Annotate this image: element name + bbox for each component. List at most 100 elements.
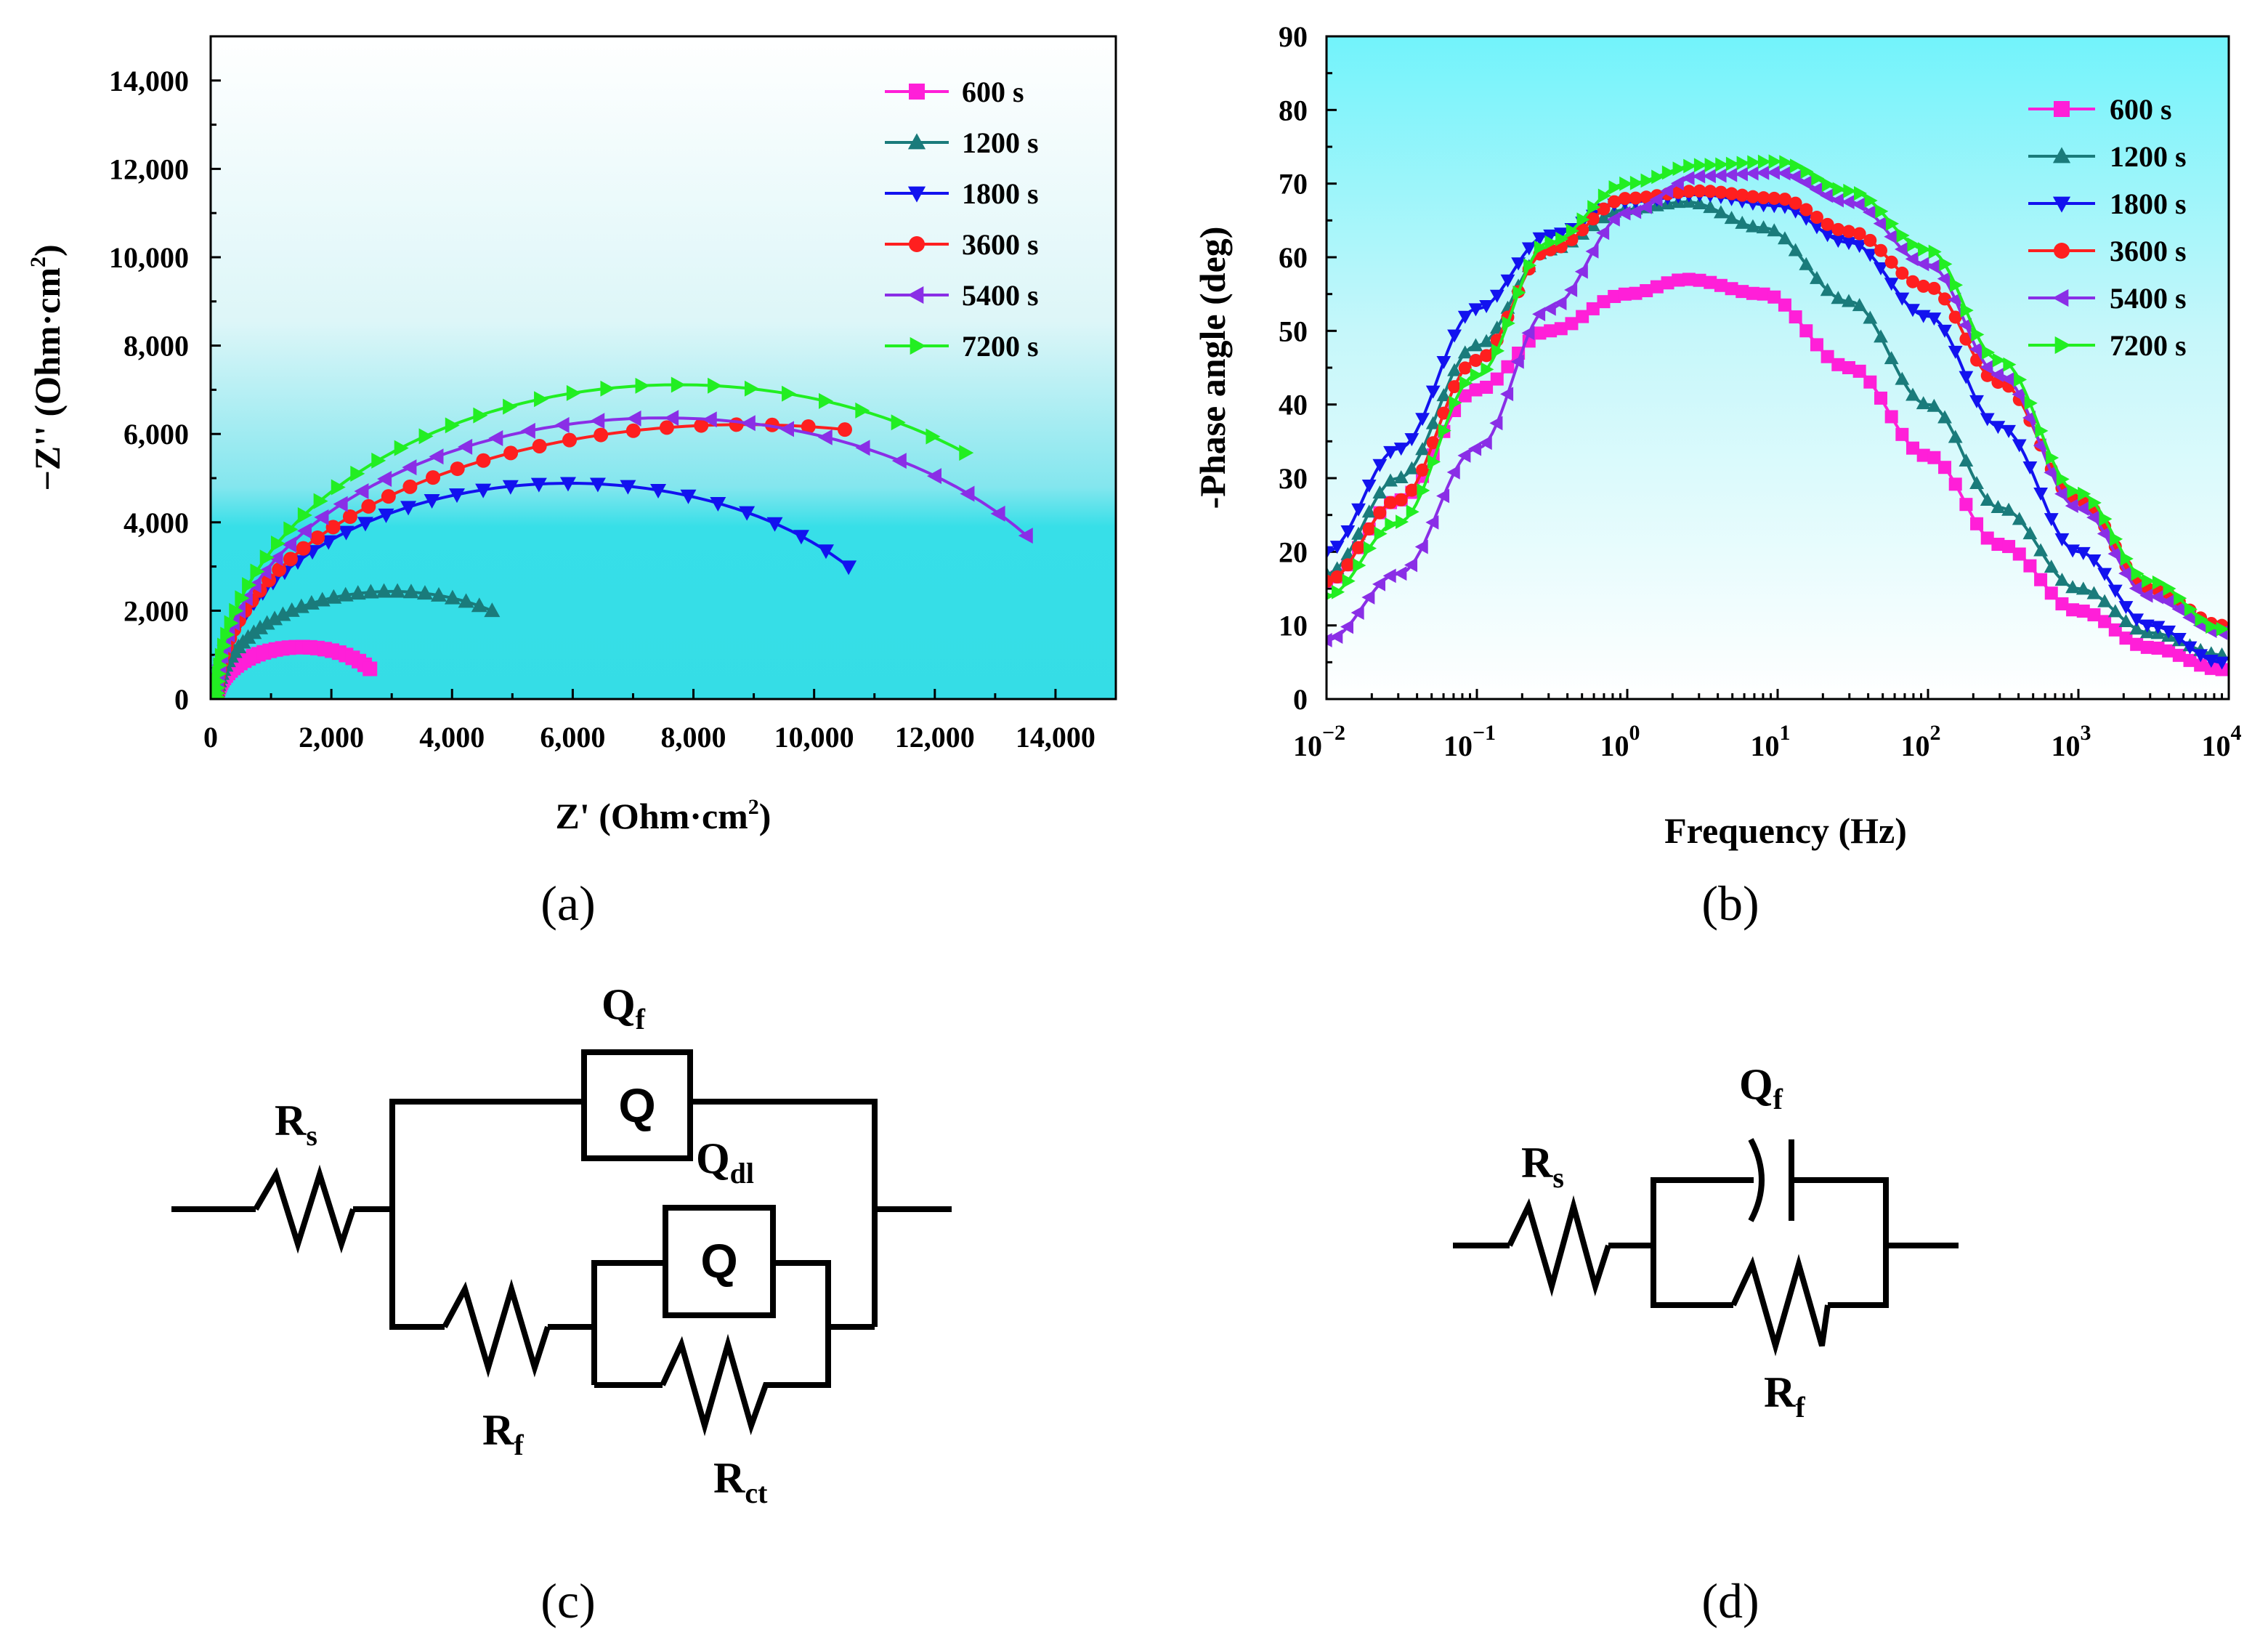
b-point <box>1619 176 1633 191</box>
b-point <box>1907 237 1921 252</box>
b-point <box>1393 470 1409 484</box>
b-point <box>1788 243 1803 257</box>
b-point <box>1425 416 1441 429</box>
b-legend-label: 7200 s <box>2110 329 2187 362</box>
b-point <box>2012 439 2027 453</box>
plot-a-frame <box>209 35 1117 701</box>
circuit-c-outer-top <box>389 1099 878 1327</box>
b-xtick-label: 10−1 <box>1443 721 1496 762</box>
a-ytick-label: 10,000 <box>109 241 189 274</box>
a-point <box>702 411 717 428</box>
b-point <box>2151 641 2165 655</box>
a-point <box>270 536 285 552</box>
a-point <box>488 429 503 446</box>
b-ytick-label: 70 <box>1279 168 1308 201</box>
a-point <box>1018 528 1033 544</box>
b-point <box>1788 205 1803 219</box>
a-point <box>444 589 461 605</box>
b-point <box>1831 358 1845 371</box>
b-point <box>1980 531 1994 545</box>
b-point <box>1874 329 1888 343</box>
b-point <box>1895 266 1909 280</box>
a-point <box>793 530 809 545</box>
a-point <box>262 573 277 588</box>
b-point <box>1809 182 1823 197</box>
b-point <box>2098 615 2112 629</box>
circuit-d-label-rf: Rf <box>1764 1368 1805 1424</box>
b-point <box>1810 221 1824 235</box>
b-point <box>1385 517 1398 532</box>
b-point <box>2129 613 2145 627</box>
chart-b-ylabel: -Phase angle (deg) <box>1192 227 1233 509</box>
b-point <box>1799 324 1813 338</box>
a-xtick-label: 6,000 <box>540 721 605 754</box>
b-point <box>1327 546 1334 560</box>
circuit-c-label-qf: Qf <box>602 980 646 1036</box>
b-point <box>1564 283 1578 297</box>
a-xtick-label: 4,000 <box>419 721 485 754</box>
b-point <box>2119 631 2133 645</box>
b-point <box>2001 371 2014 387</box>
b-point <box>1832 182 1846 197</box>
b-point <box>1745 166 1759 181</box>
a-point <box>296 541 311 556</box>
b-point <box>1938 292 1952 306</box>
a-point <box>296 522 312 539</box>
b-point <box>2078 486 2091 501</box>
a-point <box>363 584 379 599</box>
b-point <box>1928 244 1942 259</box>
b-point <box>1959 318 1972 333</box>
b-point <box>1724 167 1738 182</box>
a-point <box>394 440 409 456</box>
b-point <box>2012 512 2027 525</box>
circuit-c-cpe-qf <box>581 1049 693 1161</box>
b-point <box>2139 619 2155 633</box>
b-ytick-label: 40 <box>1279 389 1308 421</box>
b-point <box>1736 188 1749 202</box>
a-point <box>350 465 365 482</box>
a-point <box>625 423 641 438</box>
chart-a-legend: 600 s 1200 s 1800 s 3600 s 5400 s 7200 s <box>885 76 1039 363</box>
a-point <box>235 590 250 607</box>
b-legend-label: 1800 s <box>2110 187 2187 220</box>
b-point <box>1533 326 1547 340</box>
b-point <box>1478 435 1492 451</box>
circuit-c-resistor-rf <box>442 1278 551 1378</box>
b-ytick-label: 20 <box>1279 536 1308 568</box>
b-point <box>1458 361 1472 375</box>
a-point <box>381 489 396 504</box>
b-point <box>1884 229 1898 244</box>
b-point <box>1351 503 1366 517</box>
b-point <box>1811 171 1825 186</box>
b-point <box>1874 391 1887 405</box>
b-point <box>1704 158 1718 172</box>
b-point <box>1969 476 1984 490</box>
b-point <box>1937 271 1951 286</box>
b-point <box>1842 360 1855 374</box>
b-point <box>1544 324 1558 338</box>
b-point <box>1990 421 2006 435</box>
b-point <box>1937 324 1952 338</box>
a-point <box>475 483 492 498</box>
b-point <box>1426 436 1440 450</box>
b-point <box>1874 243 1887 257</box>
b-point <box>1651 169 1665 185</box>
b-xtick-label: 103 <box>2052 721 2091 762</box>
b-point <box>1704 275 1717 289</box>
a-point <box>891 453 907 469</box>
b-point <box>1767 223 1782 237</box>
b-point <box>1884 351 1899 365</box>
a-point <box>354 483 369 499</box>
panel-label-c: (c) <box>540 1573 595 1628</box>
a-point <box>275 606 291 621</box>
b-xtick-label: 102 <box>1901 721 1941 762</box>
chart-a-ticks: 0 2,000 4,000 6,000 8,000 10,000 12,000 14,000 0… <box>109 65 1095 754</box>
b-point <box>1596 210 1611 224</box>
b-point <box>1916 396 1931 410</box>
b-point <box>2171 632 2187 646</box>
b-point <box>1650 280 1664 294</box>
b-point <box>1736 285 1749 299</box>
a-point <box>402 459 417 476</box>
b-point <box>1436 488 1450 504</box>
b-point <box>1404 461 1419 475</box>
